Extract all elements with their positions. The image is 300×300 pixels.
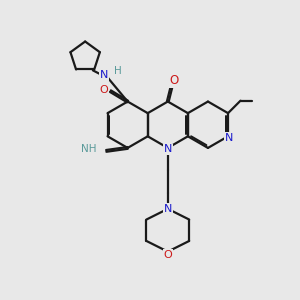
Text: N: N [164, 204, 172, 214]
Text: H: H [114, 66, 122, 76]
Text: N: N [100, 70, 108, 80]
Text: O: O [169, 74, 178, 87]
Text: O: O [164, 250, 172, 260]
Text: O: O [100, 85, 108, 95]
Text: N: N [224, 133, 233, 143]
Text: N: N [164, 144, 172, 154]
Text: NH: NH [81, 144, 97, 154]
